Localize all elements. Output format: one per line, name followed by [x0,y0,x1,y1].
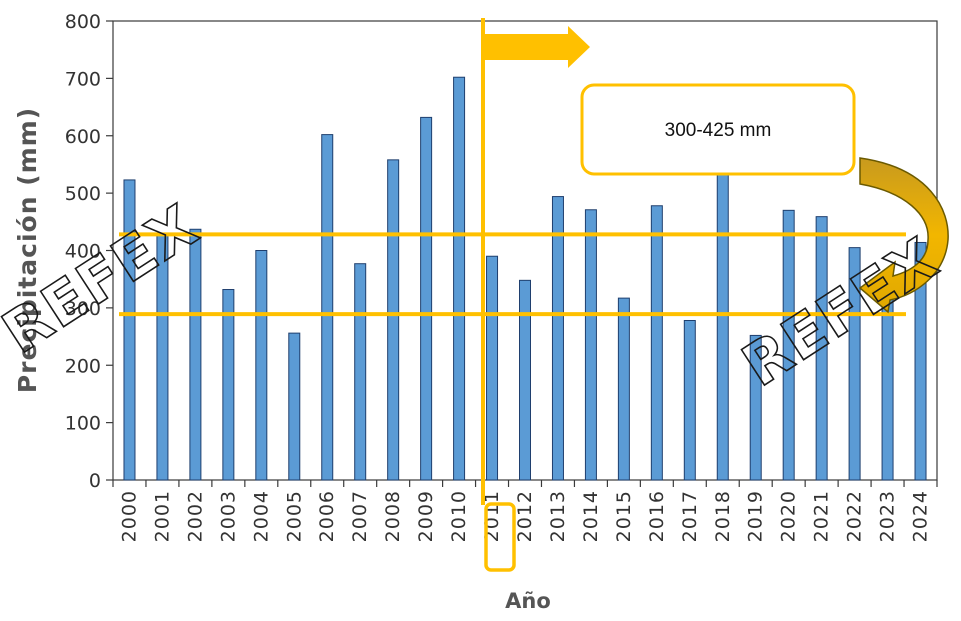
x-tick-label: 2013 [547,490,569,542]
y-tick-label: 100 [65,413,101,435]
x-tick-label: 2017 [679,490,701,542]
bar-2003 [222,289,235,481]
bar-2014 [584,209,597,481]
x-tick-label: 2019 [745,490,767,542]
y-tick-label: 0 [89,470,101,492]
x-tick-label: 2023 [877,490,899,542]
range-callout-label: 300-425 mm [665,120,772,141]
bar-2013 [551,196,564,481]
x-tick-label: 2021 [811,490,833,542]
y-tick-label: 400 [65,241,101,263]
bar-series [123,76,927,481]
bar-2007 [354,263,367,481]
bar-2005 [288,332,301,481]
x-tick-label: 2003 [217,490,239,542]
bar-2015 [617,297,630,481]
range-band-lines [119,232,906,317]
x-tick-label: 2009 [415,490,437,542]
bar-2011 [486,255,499,481]
bar-2008 [387,159,400,481]
bar-2022 [848,247,861,481]
year-highlight-box [484,502,516,572]
bar-2021 [815,216,828,481]
x-tick-label: 2020 [778,490,800,542]
x-tick-label: 2014 [580,490,602,542]
y-axis: 0 100 200 300 400 500 600 700 800 [65,11,113,492]
bar-2012 [519,279,531,481]
x-tick-label: 2005 [283,490,305,542]
x-tick-label: 2016 [646,490,668,542]
bar-2024 [914,241,927,481]
y-tick-label: 200 [65,355,101,377]
x-tick-label: 2018 [712,490,734,542]
bar-2002 [189,228,202,481]
bar-2009 [420,116,433,481]
x-tick-label: 2007 [349,490,371,542]
x-tick-label: 2024 [910,490,932,542]
bar-2000 [123,179,136,481]
range-callout-box [580,83,856,176]
bar-2010 [453,76,466,481]
x-tick-label: 2006 [316,490,338,542]
bar-2004 [255,250,268,481]
y-tick-label: 600 [65,126,101,148]
bar-2016 [650,205,663,481]
x-tick-label: 2010 [448,490,470,542]
y-tick-label: 800 [65,11,101,33]
bar-2019 [749,334,762,481]
bar-2017 [683,319,696,481]
right-arrow-shape [485,26,590,68]
bar-2020 [782,209,795,481]
y-tick-label: 700 [65,68,101,90]
x-tick-label: 2002 [184,490,206,542]
x-axis-title: Año [505,589,551,613]
x-tick-label: 2000 [118,490,140,542]
x-tick-label: 2004 [250,490,272,542]
x-tick-label: 2022 [844,490,866,542]
bar-2018 [716,173,729,481]
y-axis-title: Precipitación (mm) [13,107,42,393]
x-tick-label: 2012 [514,490,536,542]
y-tick-label: 500 [65,183,101,205]
x-tick-label: 2008 [382,490,404,542]
x-tick-label: 2001 [151,490,173,542]
bar-2006 [321,134,334,481]
x-axis: 2000 2001 2002 2003 2004 2005 2006 2007 2008 2009… [112,480,938,542]
x-tick-label: 2015 [613,490,635,542]
y-tick-label: 300 [65,298,101,320]
curved-arrow-shape [858,157,949,314]
